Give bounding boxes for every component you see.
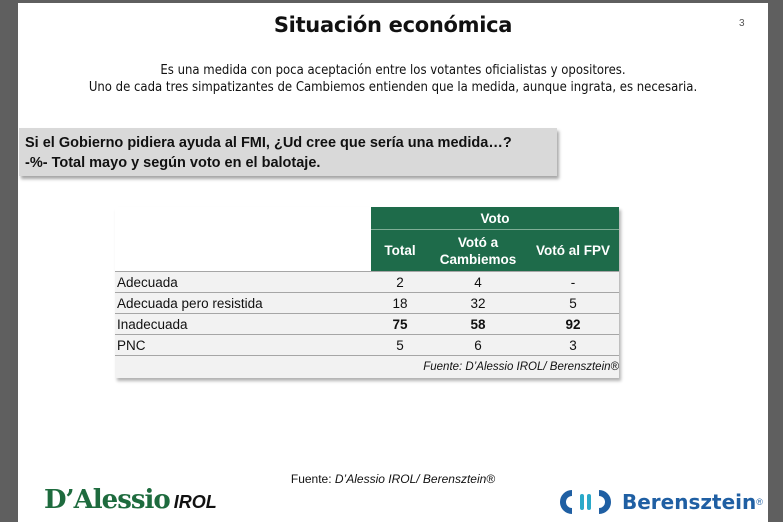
cell-cambiemos: 6 [429,334,527,356]
cell-cambiemos: 32 [429,292,527,314]
group-header-voto: Voto [371,207,619,230]
row-label: Adecuada pero resistida [115,292,371,314]
cell-total: 75 [371,313,429,335]
footer-source-prefix: Fuente: [290,472,335,486]
cell-fpv: 92 [527,313,619,335]
dalessio-logo-irol: IROL [173,492,217,512]
row-label: Adecuada [115,271,371,293]
berensztein-logo-text: Berensztein [622,490,757,514]
berensztein-logo: Berensztein ® [558,490,763,514]
berensztein-mark-icon [560,490,611,514]
col-header-cambiemos-text: Votó a Cambiemos [439,234,517,267]
col-header-fpv: Votó al FPV [527,229,619,272]
col-header-cambiemos: Votó a Cambiemos [429,229,527,272]
row-label: PNC [115,334,371,356]
table-row: PNC 5 6 3 [115,334,619,356]
dalessio-logo: D’Alessio IROL [44,485,217,515]
cell-total: 5 [371,334,429,356]
question-box: Si el Gobierno pidiera ayuda al FMI, ¿Ud… [19,128,557,176]
table-source: Fuente: D’Alessio IROL/ Berensztein® [115,355,619,378]
results-table: Voto Total Votó a Cambiemos Votó al FPV … [115,207,619,378]
footer-source-text: D’Alessio IROL/ Berensztein® [334,472,496,486]
table-row: Adecuada 2 4 - [115,271,619,293]
slide: Situación económica 3 Es una medida con … [18,3,768,522]
cell-total: 2 [371,271,429,293]
cell-total: 18 [371,292,429,314]
dalessio-logo-main: D’Alessio [44,485,171,515]
subtitle-line-1: Es una medida con poca aceptación entre … [160,63,626,78]
cell-fpv: 5 [527,292,619,314]
slide-subtitle: Es una medida con poca aceptación entre … [18,62,768,96]
question-note: -%- Total mayo y según voto en el balota… [25,155,321,171]
registered-mark: ® [756,497,763,507]
page-number: 3 [739,18,745,29]
table-row: Inadecuada 75 58 92 [115,313,619,335]
table-source-row: Fuente: D’Alessio IROL/ Berensztein® [115,355,619,378]
cell-fpv: - [527,271,619,293]
table-corner [115,207,371,272]
cell-cambiemos: 4 [429,271,527,293]
subtitle-line-2: Uno de cada tres simpatizantes de Cambie… [88,80,698,95]
cell-cambiemos: 58 [429,313,527,335]
footer-source: Fuente: D’Alessio IROL/ Berensztein® [18,472,768,486]
cell-fpv: 3 [527,334,619,356]
slide-title: Situación económica [273,13,513,37]
question-text: Si el Gobierno pidiera ayuda al FMI, ¿Ud… [25,135,512,151]
col-header-total: Total [371,229,429,272]
table-row: Adecuada pero resistida 18 32 5 [115,292,619,314]
row-label: Inadecuada [115,313,371,335]
